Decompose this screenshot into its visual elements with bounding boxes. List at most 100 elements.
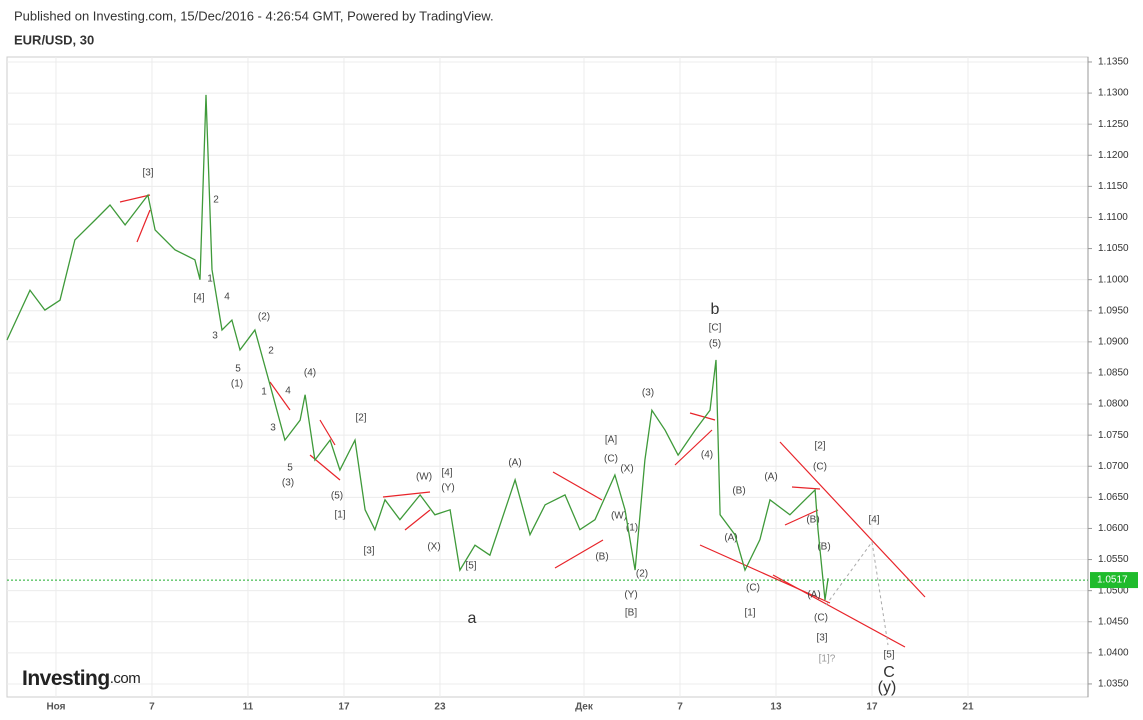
trend-line [674,429,713,466]
x-tick-label: Дек [575,702,594,713]
wave-label: 1 [261,387,267,398]
y-tick-label: 1.0650 [1098,492,1129,503]
wave-label: [C] [709,323,722,334]
wave-label: (5) [331,491,343,502]
wave-label: (y) [878,679,897,696]
wave-label: (B) [806,515,819,526]
y-tick-label: 1.0500 [1098,585,1129,596]
wave-label: [4] [193,293,204,304]
wave-label: (C) [604,454,618,465]
wave-label: [3] [363,546,374,557]
wave-label: (5) [709,339,721,350]
x-tick-label: 21 [962,702,974,713]
wave-label: [5] [465,561,476,572]
wave-label: 3 [270,423,276,434]
wave-label: (W) [416,472,432,483]
wave-label: 1 [207,274,213,285]
y-tick-label: 1.1050 [1098,243,1129,254]
trend-line [772,574,906,648]
wave-label: 4 [285,386,291,397]
logo: Investing.com [22,667,140,690]
logo-suffix: .com [110,670,141,687]
wave-label: (A) [508,458,521,469]
trend-line [779,441,926,598]
x-tick-label: Ноя [46,702,65,713]
trend-line [554,539,604,569]
wave-label: b [711,301,720,318]
y-tick-label: 1.0350 [1098,679,1129,690]
wave-label: (B) [595,552,608,563]
y-tick-label: 1.0850 [1098,368,1129,379]
wave-label: (A) [807,590,820,601]
wave-label: [3] [816,633,827,644]
x-tick-label: 23 [434,702,446,713]
wave-label: [B] [625,608,637,619]
wave-label: a [468,610,477,627]
y-tick-label: 1.0750 [1098,430,1129,441]
y-tick-label: 1.1000 [1098,274,1129,285]
y-tick-label: 1.1200 [1098,150,1129,161]
wave-label: (Y) [624,590,637,601]
y-tick-label: 1.0900 [1098,336,1129,347]
y-tick-label: 1.1300 [1098,88,1129,99]
x-tick-label: 7 [149,702,155,713]
wave-label: (Y) [441,483,454,494]
wave-label: (W) [611,511,627,522]
wave-label: C [883,664,895,681]
wave-label: (A) [724,533,737,544]
trend-lines [119,194,926,648]
trend-line [404,509,431,531]
wave-label: (A) [764,472,777,483]
header: Published on Investing.com, 15/Dec/2016 … [14,8,494,23]
wave-label: (3) [642,388,654,399]
wave-label: (C) [746,583,760,594]
wave-label: 2 [213,195,219,206]
wave-label: (4) [304,368,316,379]
wave-label: 5 [287,463,293,474]
y-tick-label: 1.0700 [1098,461,1129,472]
trend-line [791,486,821,490]
y-tick-label: 1.1100 [1098,212,1128,223]
trend-line [699,544,831,604]
trend-line [119,194,151,203]
last-price-box [1090,572,1138,589]
last-price-label: 1.0517 [1097,575,1128,586]
trend-line [784,509,819,526]
wave-label: [4] [868,515,879,526]
wave-label: (1) [626,523,638,534]
wave-label: 5 [235,364,241,375]
y-tick-label: 1.0400 [1098,647,1129,658]
wave-labels: [3] 2 1 [4] 4 3 (2) 2 5 (1) 1 4 (4) 3 5 … [142,168,896,697]
wave-label: [2] [355,413,366,424]
wave-label: 2 [268,346,274,357]
wave-label: (X) [427,542,440,553]
wave-label: 3 [212,331,218,342]
plot-frame [6,56,1089,698]
y-tick-label: 1.0450 [1098,616,1129,627]
trend-line [136,209,151,243]
y-tick-label: 1.0600 [1098,523,1129,534]
wave-label: [3] [142,168,153,179]
chart-title: EUR/USD, 30 [14,32,94,47]
wave-label: (4) [701,450,713,461]
wave-label: (3) [282,478,294,489]
wave-label: [5] [883,650,894,661]
x-tick-label: 7 [677,702,683,713]
wave-label: 4 [224,292,230,303]
y-tick-label: 1.0950 [1098,305,1129,316]
wave-label: [1] [334,510,345,521]
logo-main: Investing [22,667,110,690]
y-tick-label: 1.0800 [1098,399,1129,410]
wave-label: (1) [231,379,243,390]
wave-label: (X) [620,464,633,475]
x-tick-label: 17 [338,702,350,713]
x-tick-label: 13 [770,702,782,713]
y-tick-label: 1.1250 [1098,119,1129,130]
y-tick-label: 1.1350 [1098,57,1129,68]
y-tick-label: 1.0550 [1098,554,1129,565]
grid [7,57,1088,697]
wave-label: [1]? [819,654,836,665]
wave-label: (C) [813,462,827,473]
